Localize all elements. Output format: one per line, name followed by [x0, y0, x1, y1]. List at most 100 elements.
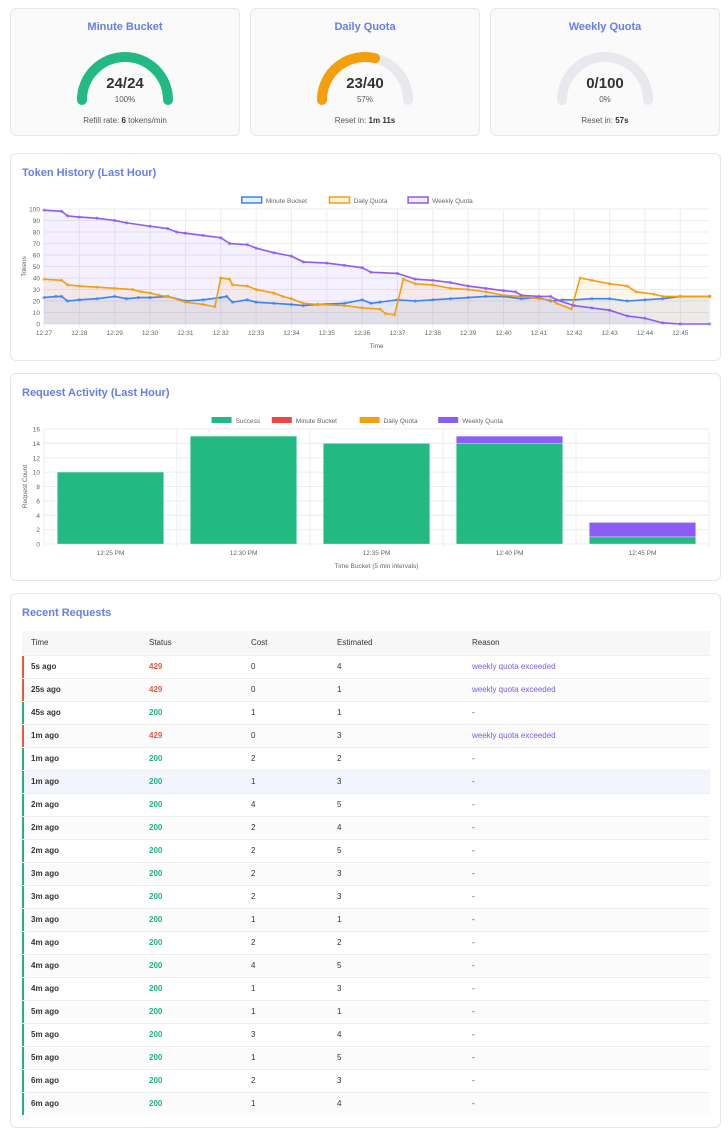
- x-tick-label: 12:30 PM: [230, 550, 258, 557]
- token-history-title: Token History (Last Hour): [22, 167, 157, 179]
- data-point: [466, 295, 470, 300]
- legend-item-minute-bucket[interactable]: Minute Bucket: [240, 196, 307, 205]
- legend-swatch: [211, 417, 232, 423]
- estimated-cell: 3: [328, 723, 463, 747]
- gauge-percent: 57%: [356, 95, 373, 104]
- data-point: [254, 287, 258, 292]
- cost-cell: 1: [242, 1045, 328, 1069]
- legend-item-success[interactable]: Success: [211, 417, 261, 425]
- request-activity-panel: Request Activity (Last Hour) 0 2 4 6 8 10 12 14…: [10, 373, 721, 581]
- table-row: 2m ago 200 4 5-: [22, 792, 710, 816]
- data-point: [661, 321, 665, 325]
- time-cell: 2m ago: [22, 838, 140, 862]
- legend-item-minute-bucket[interactable]: Minute Bucket: [271, 417, 337, 425]
- reason-cell: -: [463, 976, 710, 1000]
- gauge-arc: [557, 52, 653, 105]
- x-tick-label: 12:35: [319, 330, 336, 337]
- legend-item-weekly-quota[interactable]: Weekly Quota: [438, 417, 503, 425]
- data-point: [392, 313, 397, 317]
- data-point: [219, 276, 223, 280]
- estimated-cell: 3: [328, 884, 463, 908]
- cost-cell: 2: [242, 1068, 328, 1092]
- data-point: [130, 287, 134, 292]
- gauge-title: Weekly Quota: [568, 21, 642, 33]
- cost-cell: 0: [242, 723, 328, 747]
- data-point: [113, 218, 117, 223]
- legend-item-daily-quota[interactable]: Daily Quota: [328, 196, 388, 205]
- estimated-cell: 2: [328, 746, 463, 770]
- data-point: [272, 251, 276, 255]
- data-point: [301, 301, 305, 305]
- x-tick-label: 12:45 PM: [629, 550, 657, 557]
- y-tick-label: 70: [33, 241, 41, 248]
- time-cell: 25s ago: [22, 677, 140, 701]
- cost-cell: 2: [242, 838, 328, 862]
- data-point: [272, 291, 276, 295]
- column-header-time: Time: [22, 631, 140, 655]
- data-point: [549, 298, 553, 302]
- time-cell: 3m ago: [22, 884, 140, 908]
- status-cell: 200: [140, 700, 242, 724]
- time-cell: 6m ago: [22, 1068, 140, 1092]
- time-cell: 2m ago: [22, 815, 140, 839]
- reason-cell: -: [463, 907, 710, 931]
- recent-requests-panel: Recent Requests Time Status Cost Estimated R…: [10, 593, 721, 1128]
- legend-label: Success: [236, 418, 261, 425]
- data-point: [245, 298, 249, 302]
- y-tick-label: 90: [33, 218, 41, 225]
- y-tick-label: 10: [33, 470, 41, 477]
- reason-cell: weekly quota exceeded: [463, 677, 710, 701]
- reason-cell: -: [463, 1045, 710, 1069]
- legend-swatch: [271, 417, 292, 423]
- table-row: 5s ago 429 0 4 weekly quota exceeded: [22, 654, 710, 678]
- series-area-daily-quota: [44, 278, 710, 324]
- table-row: 6m ago 200 2 3-: [22, 1068, 710, 1092]
- time-cell: 1m ago: [22, 723, 140, 747]
- cost-cell: 4: [242, 792, 328, 816]
- data-point: [549, 294, 553, 298]
- estimated-cell: 3: [328, 861, 463, 885]
- data-point: [316, 302, 320, 307]
- gauge-card-weekly-quota: Weekly Quota 0/100 0% Reset in: 57s: [490, 8, 720, 136]
- table-row: 4m ago 200 2 2-: [22, 930, 710, 954]
- data-point: [281, 294, 285, 298]
- data-point: [466, 284, 470, 288]
- x-tick-label: 12:31: [177, 330, 194, 337]
- x-tick-label: 12:41: [531, 330, 548, 337]
- legend-item-weekly-quota[interactable]: Weekly Quota: [407, 196, 473, 205]
- y-tick-label: 6: [36, 498, 40, 505]
- series-area-minute-bucket: [44, 296, 710, 324]
- gauge-card-minute-bucket: Minute Bucket 24/24 100% Refill rate: 6 …: [10, 8, 240, 136]
- table-row: 2m ago 200 2 4-: [22, 815, 710, 839]
- data-point: [413, 299, 417, 303]
- cost-cell: 1: [242, 700, 328, 724]
- cost-cell: 1: [242, 999, 328, 1023]
- estimated-cell: 4: [328, 1022, 463, 1046]
- x-tick-label: 12:42: [566, 330, 583, 337]
- estimated-cell: 1: [328, 700, 463, 724]
- time-cell: 4m ago: [22, 930, 140, 954]
- data-point: [289, 254, 294, 258]
- x-tick-label: 12:34: [283, 330, 300, 337]
- y-tick-label: 80: [33, 230, 41, 237]
- status-cell: 200: [140, 792, 242, 816]
- time-cell: 6m ago: [22, 1091, 140, 1115]
- reason-cell: weekly quota exceeded: [463, 723, 710, 747]
- data-point: [65, 299, 70, 303]
- gauge-footer: Reset in: 1m 11s: [334, 116, 396, 125]
- data-point: [360, 266, 364, 270]
- table-row: 3m ago 200 2 3-: [22, 884, 710, 908]
- data-point: [661, 294, 665, 298]
- x-tick-label: 12:25 PM: [97, 550, 125, 557]
- legend-item-daily-quota[interactable]: Daily Quota: [359, 417, 418, 425]
- data-point: [60, 278, 64, 282]
- cost-cell: 1: [242, 976, 328, 1000]
- status-cell: 200: [140, 907, 242, 931]
- bar-success: [588, 536, 697, 545]
- status-cell: 200: [140, 746, 242, 770]
- data-point: [560, 298, 565, 302]
- x-tick-label: 12:33: [248, 330, 265, 337]
- data-point: [431, 283, 435, 287]
- data-point: [166, 226, 170, 231]
- time-cell: 1m ago: [22, 746, 140, 770]
